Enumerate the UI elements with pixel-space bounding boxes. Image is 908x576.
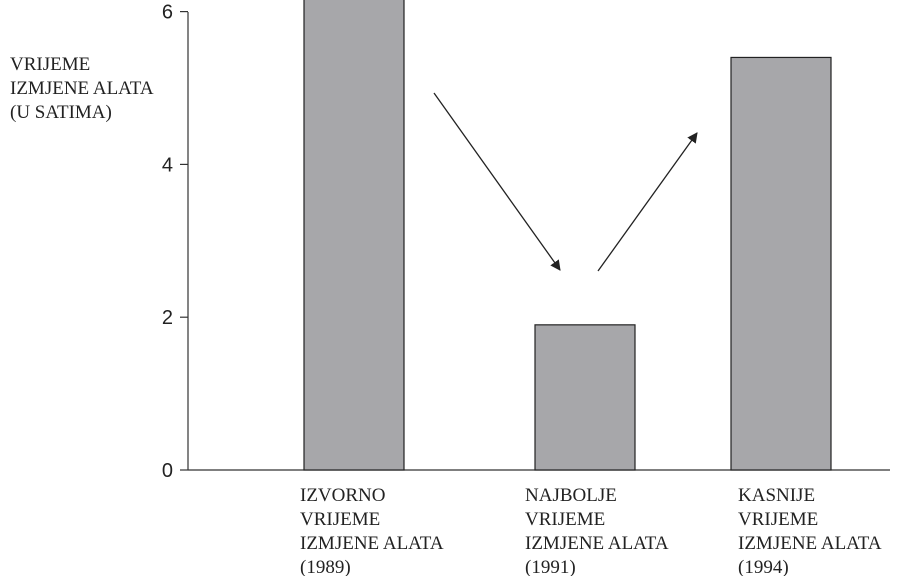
bar (730, 56, 832, 471)
bar (303, 0, 405, 471)
x-category-label-line: IZMJENE ALATA (525, 533, 669, 554)
x-category-label-line: VRIJEME (738, 509, 818, 530)
y-tick-label: 6 (162, 2, 173, 24)
y-axis-ticks: 0 2 4 6 (162, 2, 188, 482)
y-tick-label: 0 (162, 460, 173, 482)
y-axis-label: VRIJEME IZMJENE ALATA (U SATIMA) (10, 54, 154, 123)
x-category-label-line: VRIJEME (525, 509, 605, 530)
x-category-label-line: KASNIJE (738, 485, 815, 506)
trend-arrows (433, 92, 698, 272)
trend-arrow-down (433, 92, 561, 271)
x-category-label-line: (1989) (300, 557, 351, 576)
y-tick-label: 4 (162, 154, 173, 176)
x-category-label-line: IZMJENE ALATA (300, 533, 444, 554)
x-category-label-line: NAJBOLJE (525, 485, 617, 506)
bar (534, 324, 636, 471)
y-tick-label: 2 (162, 307, 173, 329)
y-axis-label-line: (U SATIMA) (10, 102, 112, 123)
x-axis-category-labels: IZVORNO VRIJEME IZMJENE ALATA (1989) NAJBOLJ… (300, 485, 882, 576)
x-category-label-line: (1994) (738, 557, 789, 576)
x-category-label-line: VRIJEME (300, 509, 380, 530)
x-category-label-line: IZVORNO (300, 485, 386, 506)
trend-arrow-up (597, 132, 698, 272)
x-category-label-line: IZMJENE ALATA (738, 533, 882, 554)
bars (303, 0, 832, 471)
x-category-label-line: (1991) (525, 557, 576, 576)
y-axis-label-line: IZMJENE ALATA (10, 78, 154, 99)
y-axis-label-line: VRIJEME (10, 54, 90, 75)
